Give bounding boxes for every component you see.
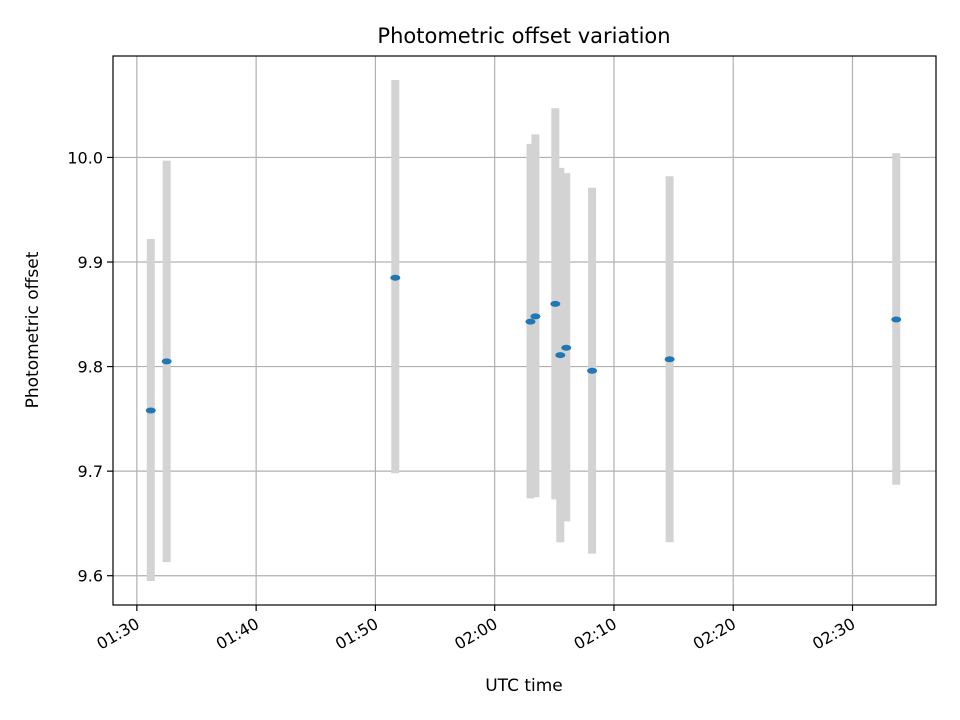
x-tick-label: 02:00 [451, 614, 500, 654]
data-point [525, 318, 536, 325]
grid [113, 56, 936, 605]
data-point [550, 300, 561, 307]
x-tick-label: 01:50 [332, 614, 381, 654]
plot-frame [112, 55, 937, 606]
x-tick-label: 01:40 [213, 614, 262, 654]
data-point [161, 358, 172, 365]
data-point [891, 316, 902, 323]
y-tick-label: 9.6 [78, 567, 103, 586]
x-tick-label: 01:30 [93, 614, 142, 654]
data-point [530, 313, 541, 320]
x-tick-label: 02:30 [809, 614, 858, 654]
y-axis: 9.6 9.7 9.8 9.9 10.0 [67, 148, 113, 586]
y-tick-label: 9.7 [78, 462, 103, 481]
data-point [555, 352, 566, 359]
data-point [561, 344, 572, 351]
y-tick-label: 10.0 [67, 148, 103, 167]
y-axis-title: Photometric offset [23, 251, 43, 408]
data-point [664, 356, 675, 363]
data-points [145, 274, 902, 414]
x-axis: 01:30 01:40 01:50 02:00 02:10 02:20 02:30 [93, 605, 859, 654]
data-point [145, 407, 156, 414]
x-tick-label: 02:20 [690, 614, 739, 654]
x-axis-title: UTC time [485, 676, 563, 696]
chart-title: Photometric offset variation [377, 24, 670, 48]
y-tick-label: 9.9 [78, 253, 103, 272]
data-point [587, 367, 598, 374]
data-point [390, 274, 401, 281]
error-bars [146, 80, 901, 581]
y-tick-label: 9.8 [78, 358, 103, 377]
x-tick-label: 02:10 [571, 614, 620, 654]
